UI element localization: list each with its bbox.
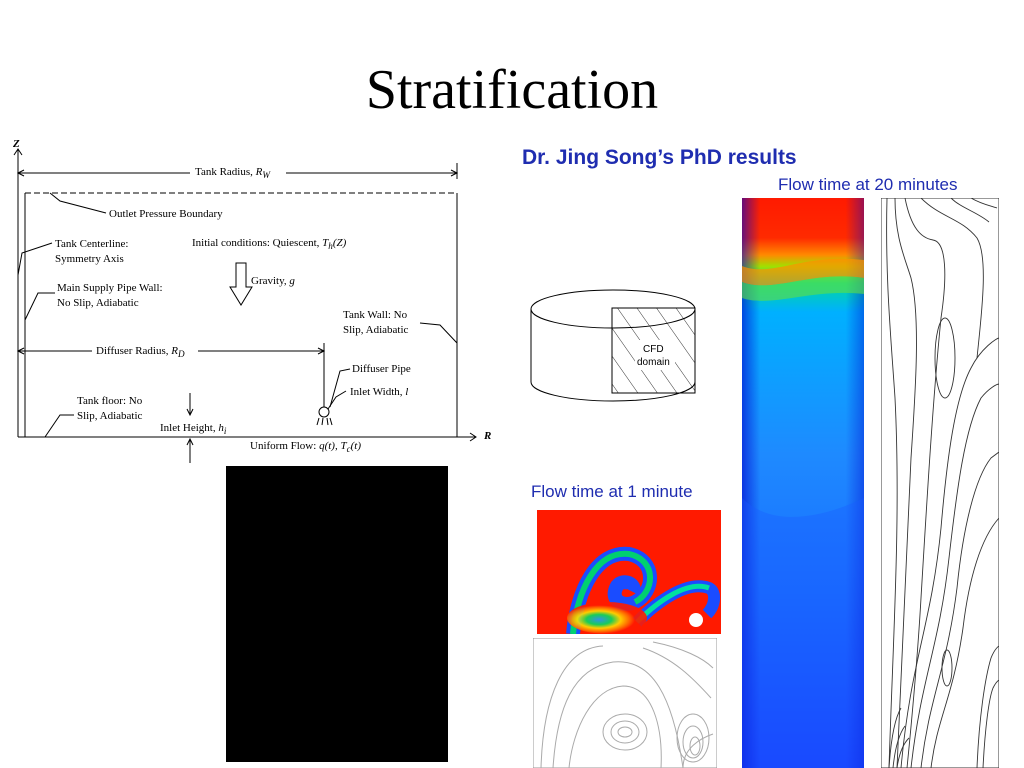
outlet-boundary-label: Outlet Pressure Boundary [109, 208, 223, 220]
centerline-label-1: Tank Centerline: [55, 238, 129, 250]
uniform-flow-label: Uniform Flow: q(t), Tc(t) [250, 440, 362, 455]
cfd-20min-contour-plot [881, 198, 999, 768]
supply-wall-label-2: No Slip, Adiabatic [57, 297, 139, 309]
tank-floor-label-1: Tank floor: No [77, 395, 143, 407]
tank-radius-label: Tank Radius, RW [195, 166, 271, 181]
results-heading: Dr. Jing Song’s PhD results [522, 146, 797, 169]
tank-wall-label-1: Tank Wall: No [343, 309, 408, 321]
inlet-width-label: Inlet Width, l [350, 386, 409, 398]
black-image-panel [226, 466, 448, 762]
diffuser-pipe-label: Diffuser Pipe [352, 363, 411, 375]
gravity-label: Gravity, g [251, 275, 295, 287]
cfd-label-2: domain [637, 357, 670, 368]
diffuser-radius-label: Diffuser Radius, RD [96, 345, 185, 360]
tank-floor-label-2: Slip, Adiabatic [77, 410, 143, 422]
inlet-height-label: Inlet Height, hi [160, 422, 227, 437]
caption-1-minute: Flow time at 1 minute [531, 482, 693, 501]
initial-conditions-label: Initial conditions: Quiescent, Th(Z) [192, 237, 347, 252]
cfd-20min-temperature-plot [742, 198, 864, 768]
centerline-label-2: Symmetry Axis [55, 253, 124, 265]
caption-20-minutes: Flow time at 20 minutes [778, 175, 958, 194]
z-axis-label: Z [13, 138, 20, 150]
supply-wall-label-1: Main Supply Pipe Wall: [57, 282, 163, 294]
cfd-domain-cylinder [530, 289, 696, 402]
r-axis-label: R [484, 430, 492, 442]
cfd-1min-contour-plot [533, 638, 717, 768]
schematic-lines [13, 148, 477, 463]
tank-wall-label-2: Slip, Adiabatic [343, 324, 409, 336]
slide-title: Stratification [365, 59, 659, 121]
cfd-1min-temperature-plot [537, 510, 721, 634]
cfd-label-1: CFD [643, 344, 664, 355]
